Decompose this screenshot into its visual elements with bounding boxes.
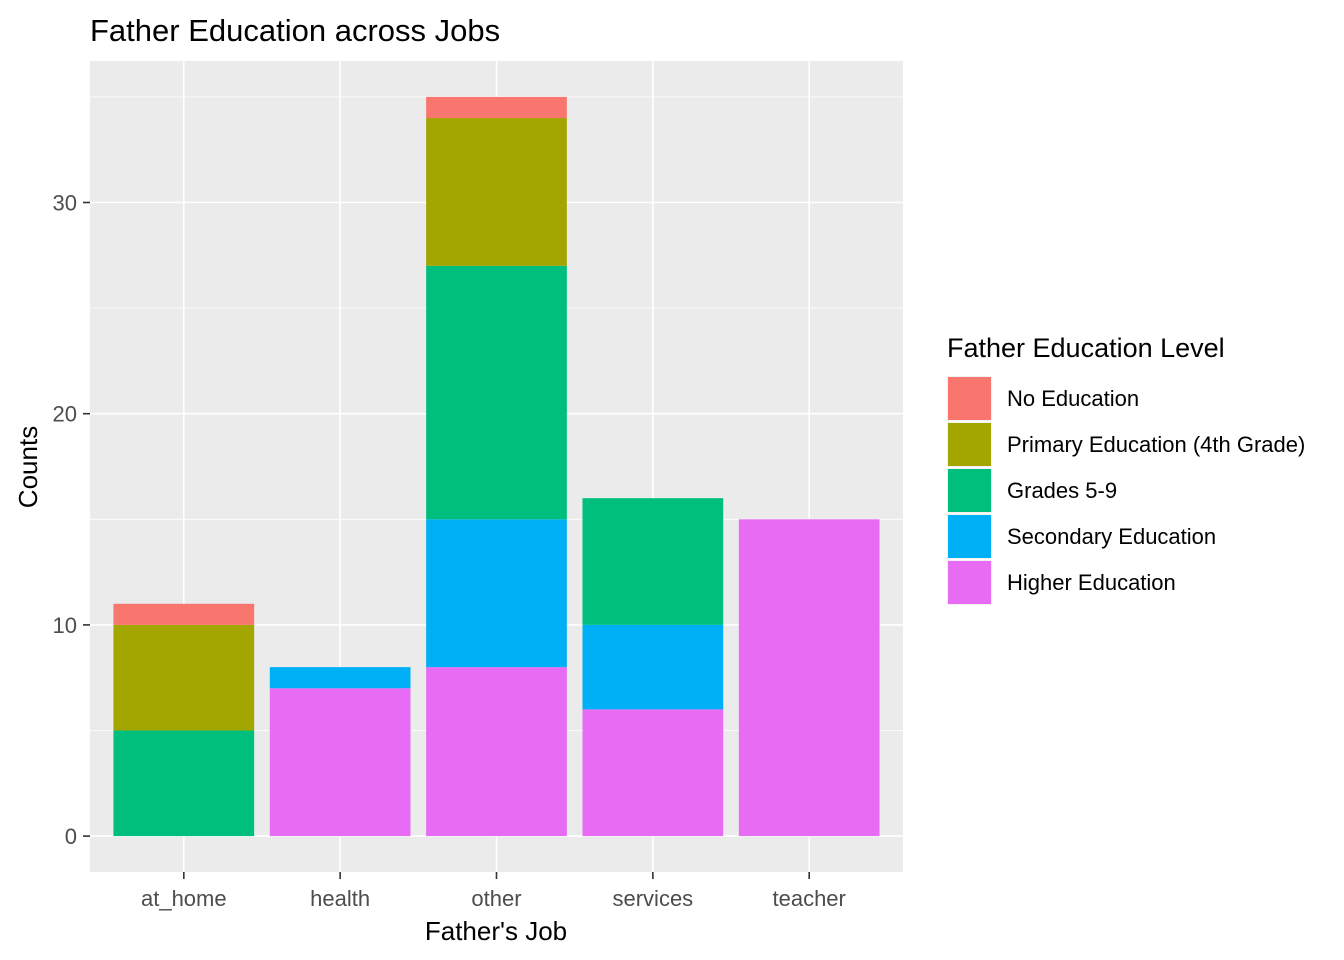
legend-swatch	[948, 515, 991, 558]
y-tick-label: 30	[53, 191, 77, 216]
y-tick-label: 10	[53, 613, 77, 638]
legend-label: Primary Education (4th Grade)	[1007, 432, 1305, 457]
bar-segment	[113, 603, 255, 625]
bar-segment	[426, 265, 567, 520]
legend-label: Secondary Education	[1007, 524, 1216, 549]
x-tick-label: health	[310, 886, 370, 911]
bar-segment	[582, 498, 724, 625]
x-tick-label: other	[471, 886, 521, 911]
bars	[113, 96, 880, 837]
bar-segment	[426, 519, 567, 668]
x-axis: at_home health other services teacher	[141, 872, 846, 911]
bar-segment	[426, 118, 567, 266]
legend-swatch	[948, 469, 991, 512]
bar-segment	[738, 519, 880, 837]
x-tick-label: services	[613, 886, 694, 911]
bar-segment	[426, 667, 567, 837]
chart-title: Father Education across Jobs	[90, 13, 500, 48]
bar-segment	[113, 624, 255, 731]
legend: Father Education Level No Education Prima…	[947, 333, 1305, 605]
bar-segment	[582, 624, 724, 710]
y-axis-title: Counts	[13, 426, 43, 508]
x-axis-title: Father's Job	[425, 916, 567, 946]
legend-label: Higher Education	[1007, 570, 1176, 595]
legend-swatch	[948, 377, 991, 420]
y-axis: 0 10 20 30	[53, 191, 90, 849]
x-tick-label: at_home	[141, 886, 227, 911]
bar-segment	[426, 96, 567, 119]
bar-segment	[113, 730, 255, 837]
bar-segment	[269, 688, 411, 837]
legend-label: No Education	[1007, 386, 1139, 411]
legend-swatch	[948, 561, 991, 604]
legend-title: Father Education Level	[947, 333, 1225, 363]
bar-segment	[269, 667, 411, 689]
legend-label: Grades 5-9	[1007, 478, 1117, 503]
legend-swatch	[948, 423, 991, 466]
x-tick-label: teacher	[772, 886, 845, 911]
y-tick-label: 0	[65, 824, 77, 849]
bar-segment	[582, 709, 724, 837]
y-tick-label: 20	[53, 402, 77, 427]
